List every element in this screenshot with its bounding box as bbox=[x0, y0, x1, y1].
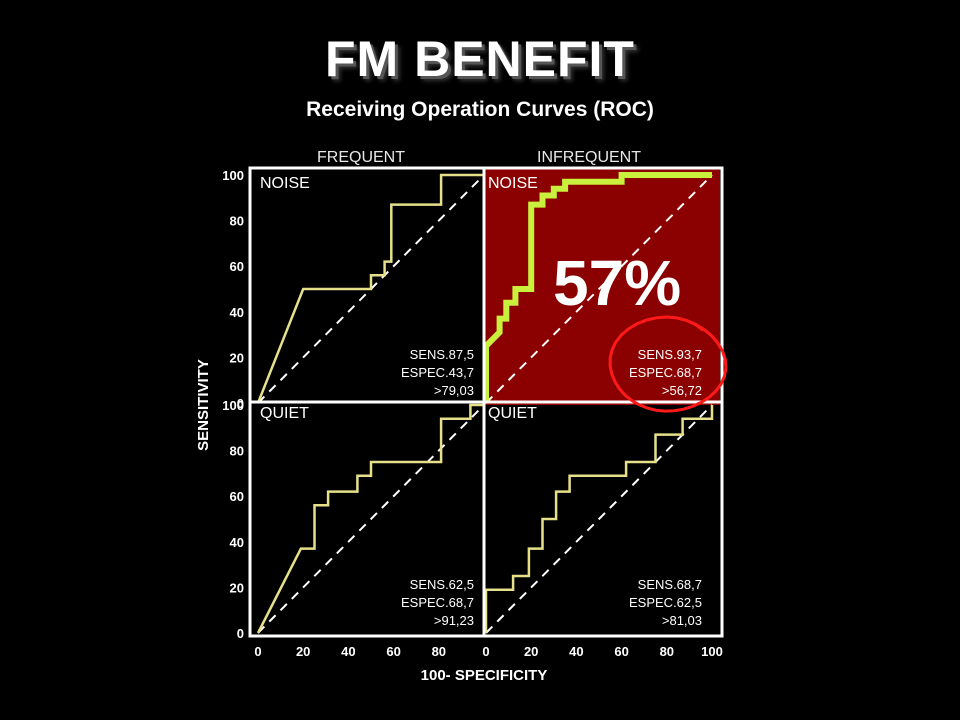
panel-quiet-infrequent-stat-2: ESPEC.62,5 bbox=[629, 595, 702, 610]
x-tick-frequent-20: 20 bbox=[296, 644, 310, 659]
x-axis-label: 100- SPECIFICITY bbox=[421, 667, 548, 684]
y-tick-noise-100: 100 bbox=[222, 168, 244, 183]
y-tick-noise-20: 20 bbox=[230, 350, 244, 365]
x-tick-frequent-40: 40 bbox=[341, 644, 355, 659]
x-tick-infrequent-0: 0 bbox=[482, 644, 489, 659]
y-tick-quiet-80: 80 bbox=[230, 444, 244, 459]
panel-quiet-infrequent-roc-curve bbox=[484, 405, 714, 633]
x-tick-frequent-0: 0 bbox=[254, 644, 261, 659]
panel-noise-infrequent-roc-curve bbox=[483, 172, 712, 403]
panel-noise-infrequent-stat-3: >56,72 bbox=[662, 383, 702, 398]
y-tick-quiet-40: 40 bbox=[230, 535, 244, 550]
x-tick-infrequent-20: 20 bbox=[524, 644, 538, 659]
panel-quiet-infrequent-label: QUIET bbox=[488, 405, 537, 422]
panel-quiet-infrequent bbox=[484, 404, 714, 634]
y-tick-quiet-20: 20 bbox=[230, 580, 244, 595]
panel-quiet-infrequent-stat-1: SENS.68,7 bbox=[638, 577, 702, 592]
slide-title: FM BENEFIT bbox=[325, 31, 635, 87]
highlight-value: 57% bbox=[553, 247, 681, 319]
y-axis-label: SENSITIVITY bbox=[195, 359, 212, 451]
panel-noise-frequent-stat-3: >79,03 bbox=[434, 383, 474, 398]
panel-quiet-frequent-chance-diagonal bbox=[257, 404, 485, 634]
y-tick-quiet-100: 100 bbox=[222, 398, 244, 413]
panel-quiet-frequent-roc-curve bbox=[256, 403, 484, 634]
panel-noise-infrequent bbox=[483, 168, 720, 405]
panel-quiet-frequent-stat-2: ESPEC.68,7 bbox=[401, 595, 474, 610]
panel-noise-infrequent-stat-2: ESPEC.68,7 bbox=[629, 365, 702, 380]
panel-quiet-infrequent-chance-diagonal bbox=[485, 404, 713, 634]
x-tick-infrequent-100: 100 bbox=[701, 644, 723, 659]
panel-quiet-infrequent-stat-3: >81,03 bbox=[662, 613, 702, 628]
panel-noise-frequent-stat-2: ESPEC.43,7 bbox=[401, 365, 474, 380]
column-title-infrequent: INFREQUENT bbox=[537, 149, 641, 166]
x-tick-infrequent-80: 80 bbox=[660, 644, 674, 659]
panel-noise-frequent-roc-curve bbox=[256, 173, 484, 404]
panel-noise-frequent-stat-1: SENS.87,5 bbox=[410, 347, 474, 362]
panel-noise-infrequent-stat-1: SENS.93,7 bbox=[638, 347, 702, 362]
y-tick-quiet-60: 60 bbox=[230, 489, 244, 504]
panel-quiet-frequent bbox=[256, 403, 485, 634]
panel-noise-frequent bbox=[256, 173, 485, 404]
x-tick-infrequent-60: 60 bbox=[614, 644, 628, 659]
y-tick-noise-0: 0 bbox=[237, 396, 244, 411]
y-tick-quiet-0: 0 bbox=[237, 626, 244, 641]
panel-quiet-frequent-stat-3: >91,23 bbox=[434, 613, 474, 628]
x-tick-infrequent-40: 40 bbox=[569, 644, 583, 659]
column-title-frequent: FREQUENT bbox=[317, 149, 405, 166]
y-tick-noise-60: 60 bbox=[230, 259, 244, 274]
slide-subtitle: Receiving Operation Curves (ROC) bbox=[306, 98, 654, 121]
x-tick-frequent-80: 80 bbox=[432, 644, 446, 659]
y-tick-noise-40: 40 bbox=[230, 305, 244, 320]
panel-noise-infrequent-chance-diagonal bbox=[485, 174, 713, 404]
panel-noise-infrequent-label: NOISE bbox=[488, 175, 538, 192]
panel-quiet-frequent-stat-1: SENS.62,5 bbox=[410, 577, 474, 592]
y-tick-noise-80: 80 bbox=[230, 214, 244, 229]
panel-noise-frequent-label: NOISE bbox=[260, 175, 310, 192]
x-tick-frequent-60: 60 bbox=[386, 644, 400, 659]
annotation-circle bbox=[608, 315, 728, 413]
panel-quiet-frequent-label: QUIET bbox=[260, 405, 309, 422]
